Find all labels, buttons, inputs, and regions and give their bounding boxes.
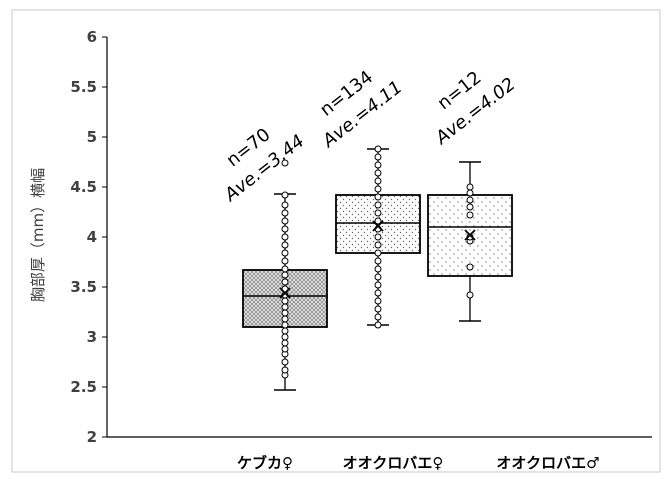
data-point [281, 366, 289, 374]
data-point [374, 161, 382, 169]
category-label: オオクロバエ♀ [343, 454, 444, 472]
y-tick-label: 4.5 [70, 178, 97, 196]
data-point [281, 217, 289, 225]
y-tick-label: 4 [87, 228, 97, 246]
box-group [427, 161, 513, 322]
data-point [281, 225, 289, 233]
data-point [374, 193, 382, 201]
axes: 2 2.5 3 3.5 4 4.5 5 5.5 6 [70, 28, 652, 446]
data-point [374, 177, 382, 185]
data-point [374, 185, 382, 193]
y-tick-label: 6 [87, 28, 97, 46]
y-tick-label: 2.5 [70, 378, 97, 396]
data-point [281, 249, 289, 257]
box-group [335, 145, 421, 329]
data-point [281, 159, 289, 167]
data-point [281, 309, 289, 317]
data-point [281, 345, 289, 353]
data-point [281, 241, 289, 249]
data-point [374, 265, 382, 273]
data-point [374, 201, 382, 209]
data-point [374, 209, 382, 217]
data-point [466, 291, 474, 299]
data-point [281, 333, 289, 341]
data-point [281, 191, 289, 199]
mean-marker [279, 287, 291, 299]
data-point [281, 271, 289, 279]
data-point [374, 153, 382, 161]
mean-marker [372, 220, 384, 232]
mean-marker [464, 229, 476, 241]
y-tick-label: 3.5 [70, 278, 97, 296]
data-point [374, 273, 382, 281]
y-axis-label: 胸部厚（mm）横幅 [29, 168, 47, 302]
data-point [374, 281, 382, 289]
data-point [374, 297, 382, 305]
x-axis-labels: ケブカ♀ オオクロバエ♀ オオクロバエ♂ [237, 454, 600, 472]
data-point [374, 169, 382, 177]
data-point [374, 249, 382, 257]
data-point [281, 201, 289, 209]
data-point [466, 196, 474, 204]
data-point [374, 289, 382, 297]
category-label: オオクロバエ♂ [496, 454, 599, 472]
data-point [281, 265, 289, 273]
data-point [281, 315, 289, 323]
data-point [281, 233, 289, 241]
data-point [281, 278, 289, 286]
data-point [281, 303, 289, 311]
data-point [281, 339, 289, 347]
data-point [374, 241, 382, 249]
data-point [374, 305, 382, 313]
data-point [374, 217, 382, 225]
box-group [242, 159, 328, 391]
data-point [281, 209, 289, 217]
data-point [374, 321, 382, 329]
data-point [281, 297, 289, 305]
data-point [466, 183, 474, 191]
data-point [281, 358, 289, 366]
data-point [281, 321, 289, 329]
chart-border [11, 9, 661, 473]
data-point [466, 203, 474, 211]
data-point [281, 257, 289, 265]
category-label: ケブカ♀ [237, 454, 293, 472]
boxes [242, 145, 513, 391]
data-point [281, 327, 289, 335]
data-point [466, 211, 474, 219]
data-point [466, 263, 474, 271]
data-point [466, 189, 474, 197]
data-point [374, 233, 382, 241]
y-tick-label: 2 [87, 428, 97, 446]
y-tick-label: 3 [87, 328, 97, 346]
data-point [374, 145, 382, 153]
data-point [374, 257, 382, 265]
data-point [374, 313, 382, 321]
y-tick-label: 5 [87, 128, 97, 146]
y-tick-label: 5.5 [70, 78, 97, 96]
